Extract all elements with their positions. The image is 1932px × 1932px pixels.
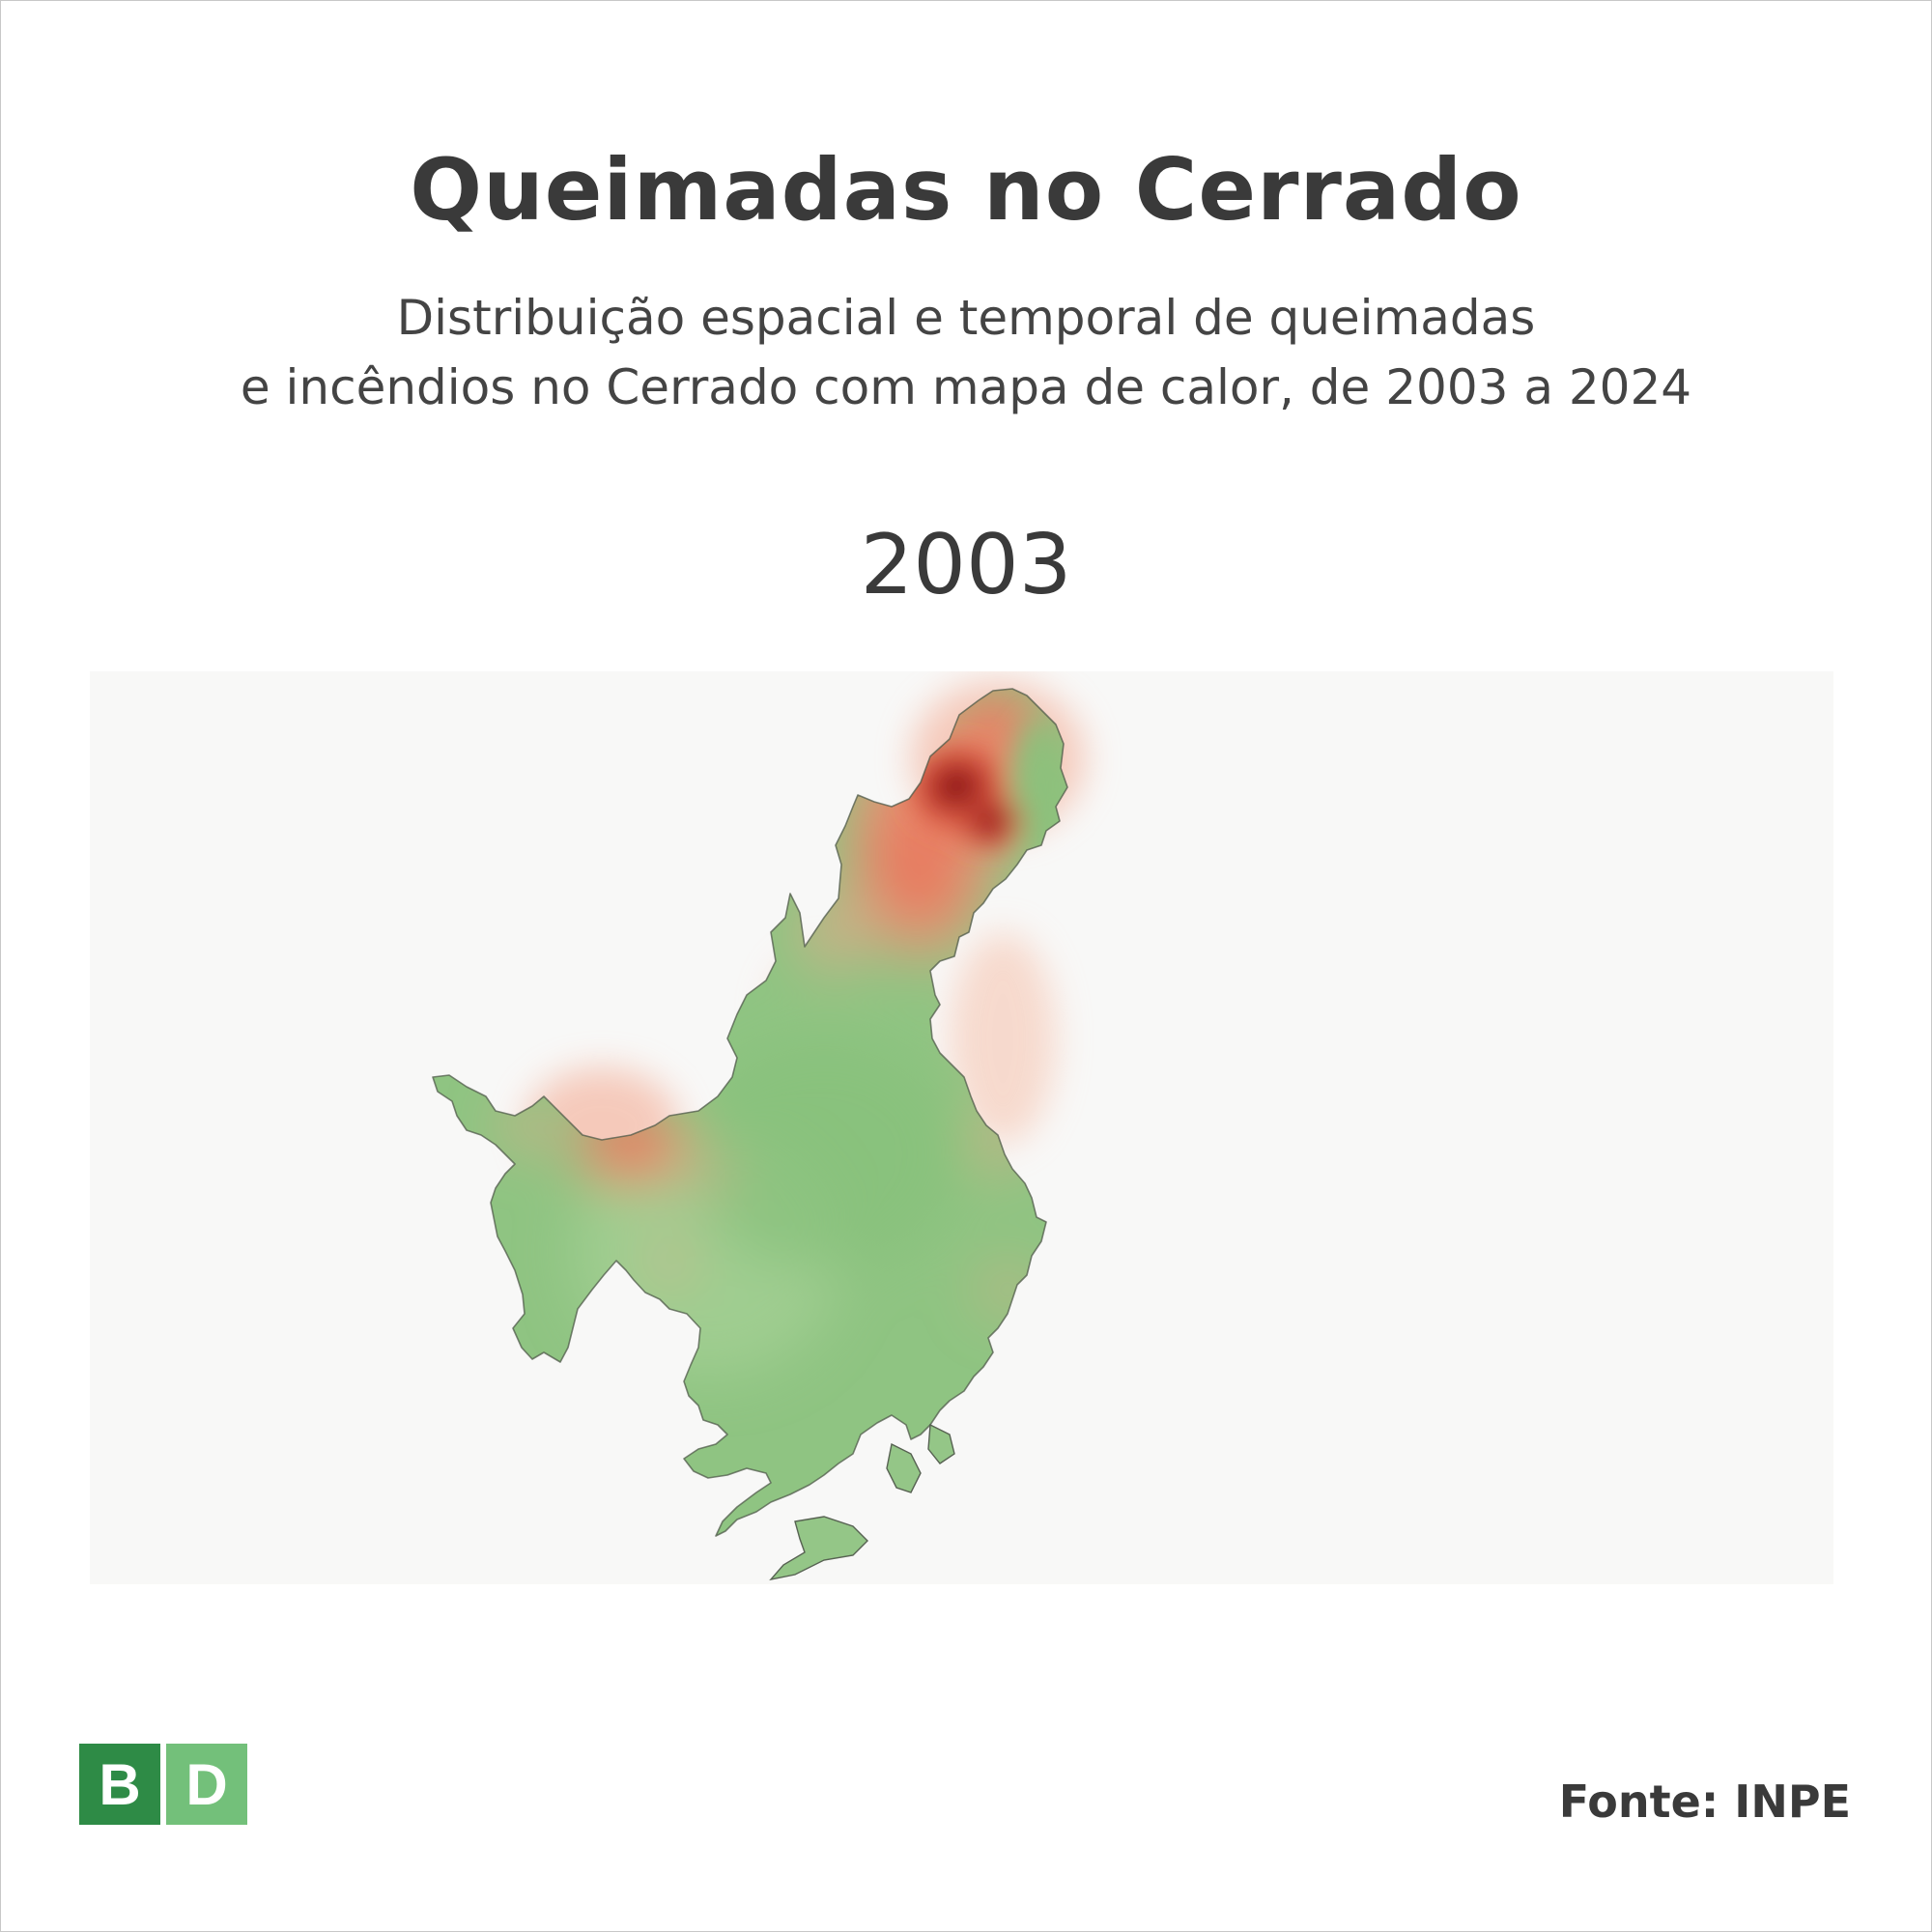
heatmap-panel	[90, 671, 1833, 1584]
cerrado-heatmap	[432, 681, 1085, 1581]
page-title: Queimadas no Cerrado	[410, 140, 1522, 240]
bd-logo: B D	[79, 1744, 257, 1825]
subtitle-line-2: e incêndios no Cerrado com mapa de calor…	[240, 359, 1692, 415]
southern-fragments	[769, 1423, 955, 1581]
source-label: Fonte: INPE	[1558, 1776, 1851, 1828]
logo-letter-b: B	[79, 1744, 160, 1825]
logo-letter-d: D	[166, 1744, 247, 1825]
year-label: 2003	[860, 517, 1072, 613]
subtitle-line-1: Distribuição espacial e temporal de quei…	[396, 290, 1536, 346]
region-outline	[432, 688, 1068, 1537]
